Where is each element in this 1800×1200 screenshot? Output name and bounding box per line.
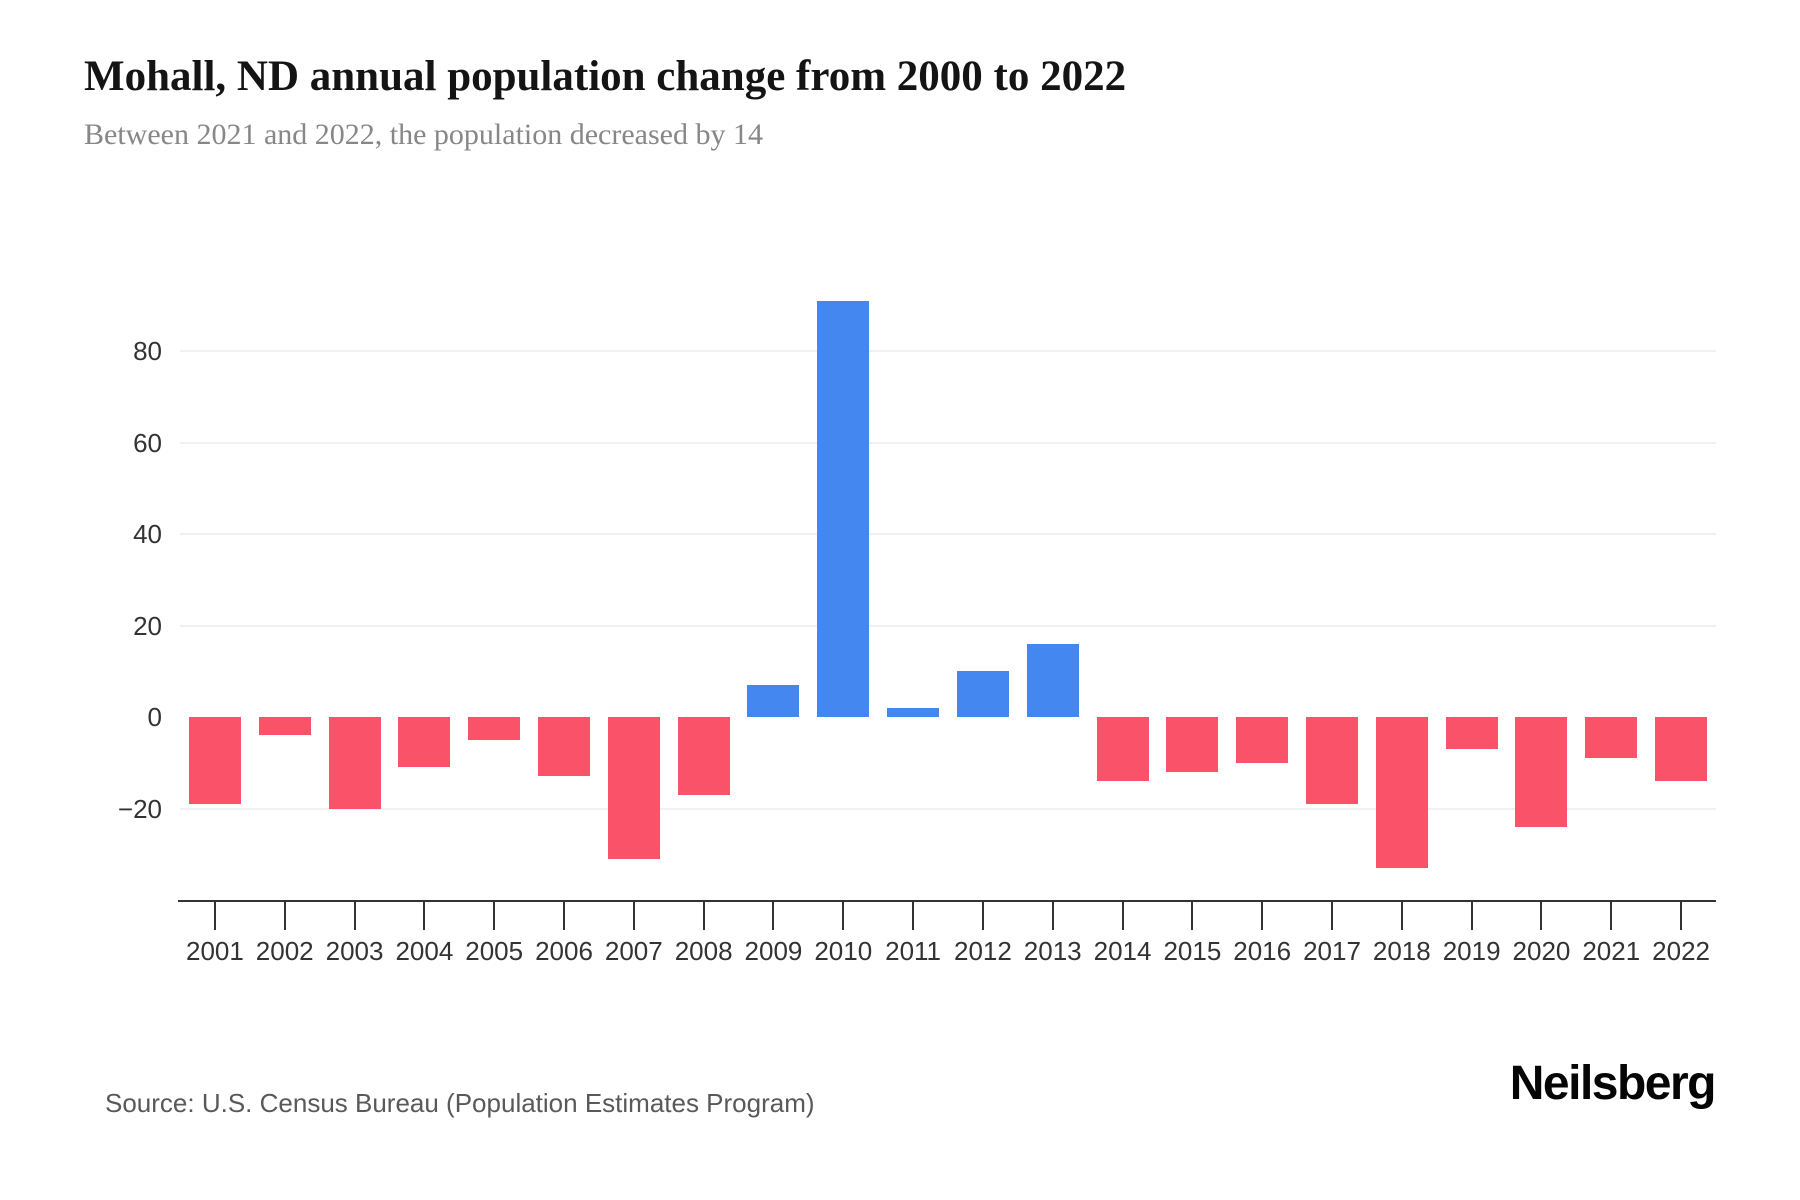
gridline bbox=[180, 441, 1716, 444]
y-axis-label: 60 bbox=[133, 427, 162, 458]
x-axis-tick bbox=[1191, 902, 1194, 930]
bar-2007 bbox=[607, 717, 660, 859]
bar-2005 bbox=[468, 717, 521, 740]
bar-2019 bbox=[1445, 717, 1498, 750]
x-axis-tick bbox=[1121, 902, 1124, 930]
bar-2015 bbox=[1166, 717, 1219, 772]
bar-2014 bbox=[1096, 717, 1149, 782]
source-note: Source: U.S. Census Bureau (Population E… bbox=[105, 1088, 815, 1118]
bar-2003 bbox=[328, 717, 381, 809]
x-axis-tick bbox=[213, 902, 216, 930]
x-axis-tick bbox=[702, 902, 705, 930]
x-axis-label: 2019 bbox=[1442, 936, 1501, 966]
x-axis-tick bbox=[981, 902, 984, 930]
bar-2011 bbox=[887, 707, 940, 717]
x-axis-label: 2006 bbox=[535, 936, 593, 966]
x-axis-tick bbox=[1261, 902, 1264, 930]
x-axis-tick bbox=[912, 902, 915, 930]
y-axis-label: −20 bbox=[117, 793, 162, 824]
chart-title: Mohall, ND annual population change from… bbox=[84, 53, 1127, 100]
x-axis-label: 2011 bbox=[885, 936, 942, 966]
bar-2010 bbox=[817, 300, 870, 717]
x-axis-tick bbox=[842, 902, 845, 930]
neilsberg-logo: Neilsberg bbox=[1509, 1057, 1717, 1110]
bar-2008 bbox=[677, 717, 730, 795]
x-axis-label: 2017 bbox=[1303, 936, 1361, 966]
x-axis-tick bbox=[563, 902, 565, 930]
bar-2020 bbox=[1515, 717, 1568, 827]
gridline bbox=[180, 624, 1716, 627]
x-axis-tick bbox=[1680, 902, 1683, 930]
x-axis-label: 2007 bbox=[604, 936, 663, 966]
x-axis-label: 2022 bbox=[1652, 936, 1710, 966]
x-axis-label: 2010 bbox=[814, 936, 873, 966]
x-axis-tick bbox=[493, 902, 496, 930]
x-axis-tick bbox=[1540, 902, 1543, 930]
x-axis-label: 2012 bbox=[953, 936, 1012, 966]
bar-2018 bbox=[1375, 717, 1428, 868]
bar-2002 bbox=[258, 717, 311, 736]
bar-2017 bbox=[1306, 717, 1358, 804]
y-axis-label: 0 bbox=[147, 702, 162, 732]
x-axis-line bbox=[178, 900, 1716, 902]
x-axis-label: 2002 bbox=[255, 936, 314, 966]
bar-2012 bbox=[956, 671, 1009, 717]
bar-2009 bbox=[747, 684, 800, 717]
bar-2013 bbox=[1026, 643, 1079, 717]
x-axis-label: 2004 bbox=[395, 936, 454, 966]
bar-2006 bbox=[538, 717, 590, 777]
bar-2016 bbox=[1236, 717, 1289, 763]
gridline bbox=[180, 350, 1716, 352]
x-axis-tick bbox=[1610, 902, 1613, 930]
x-axis-tick bbox=[423, 902, 426, 930]
x-axis-label: 2015 bbox=[1163, 936, 1222, 966]
x-axis-label: 2014 bbox=[1093, 936, 1152, 966]
x-axis-tick bbox=[1331, 902, 1333, 930]
x-axis-label: 2016 bbox=[1233, 936, 1292, 966]
x-axis-tick bbox=[632, 902, 635, 930]
gridline bbox=[180, 533, 1716, 535]
x-axis-tick bbox=[772, 902, 775, 930]
x-axis-tick bbox=[1051, 902, 1054, 930]
bar-2001 bbox=[188, 717, 241, 804]
x-axis-label: 2009 bbox=[744, 936, 803, 966]
x-axis-tick bbox=[353, 902, 356, 930]
x-axis-label: 2003 bbox=[325, 936, 384, 966]
y-axis-label: 80 bbox=[133, 336, 162, 366]
x-axis-label: 2005 bbox=[465, 936, 524, 966]
gridline bbox=[180, 807, 1716, 810]
y-axis-label: 40 bbox=[133, 519, 162, 549]
x-axis-label: 2021 bbox=[1582, 936, 1641, 966]
x-axis-tick bbox=[1400, 902, 1403, 930]
x-axis-tick bbox=[283, 902, 286, 930]
bar-2021 bbox=[1585, 717, 1638, 759]
x-axis-label: 2008 bbox=[674, 936, 733, 966]
y-axis-label: 20 bbox=[133, 610, 162, 641]
bar-2022 bbox=[1655, 717, 1708, 782]
x-axis-label: 2018 bbox=[1372, 936, 1431, 966]
x-axis-label: 2001 bbox=[185, 936, 244, 966]
x-axis-label: 2020 bbox=[1512, 936, 1571, 966]
x-axis-label: 2013 bbox=[1023, 936, 1082, 966]
x-axis-tick bbox=[1470, 902, 1473, 930]
chart-subtitle: Between 2021 and 2022, the population de… bbox=[84, 118, 763, 151]
bar-2004 bbox=[398, 717, 451, 768]
